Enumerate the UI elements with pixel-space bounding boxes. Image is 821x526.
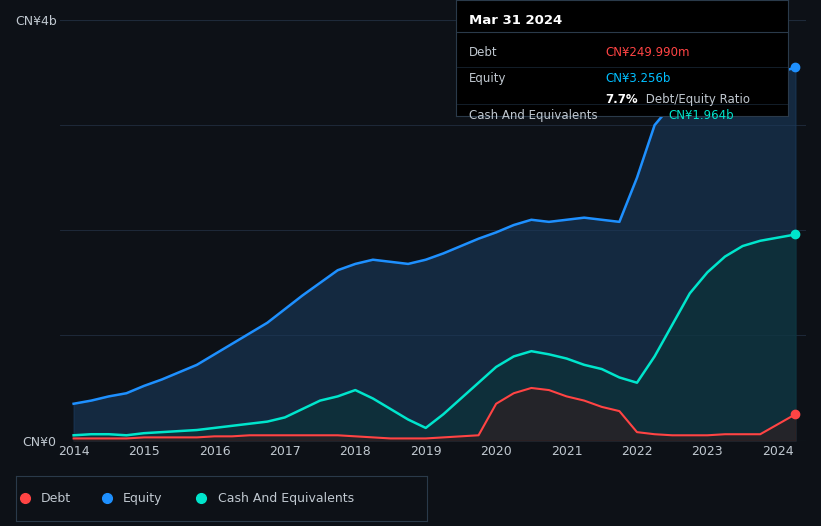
Text: Mar 31 2024: Mar 31 2024 xyxy=(469,14,562,27)
Text: 7.7%: 7.7% xyxy=(605,93,638,106)
Text: Debt/Equity Ratio: Debt/Equity Ratio xyxy=(642,93,750,106)
Text: CN¥249.990m: CN¥249.990m xyxy=(605,46,690,59)
Text: Cash And Equivalents: Cash And Equivalents xyxy=(469,109,598,122)
Text: Equity: Equity xyxy=(123,492,163,505)
Text: CN¥3.256b: CN¥3.256b xyxy=(605,72,671,85)
Text: Debt: Debt xyxy=(41,492,71,505)
Text: Debt: Debt xyxy=(469,46,498,59)
Text: CN¥1.964b: CN¥1.964b xyxy=(668,109,734,122)
Text: Cash And Equivalents: Cash And Equivalents xyxy=(218,492,354,505)
Text: Equity: Equity xyxy=(469,72,507,85)
